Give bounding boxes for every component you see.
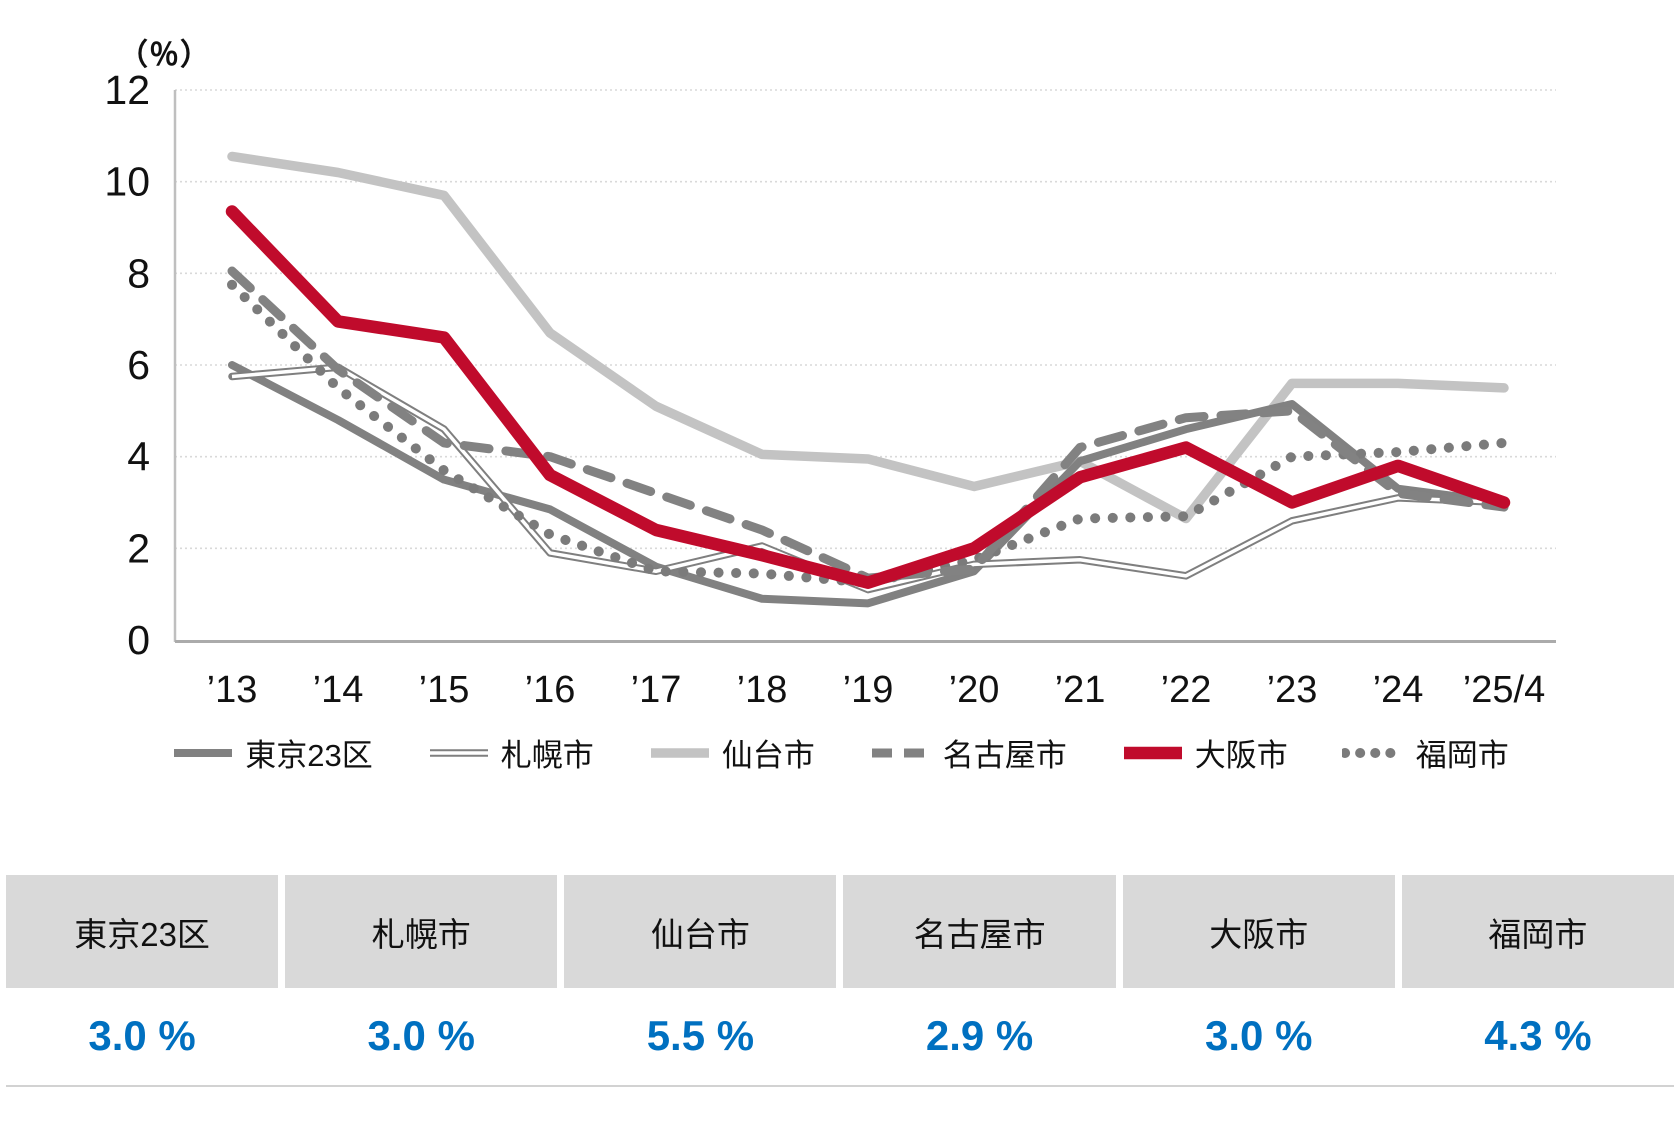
table-value-cell: 5.5 %	[564, 988, 837, 1083]
series-line-1	[228, 361, 1508, 608]
table-header-cell: 札幌市	[285, 875, 558, 988]
city-vacancy-table: 東京23区 札幌市 仙台市 名古屋市 大阪市 福岡市 3.0 % 3.0 % 5.5 % 2.9 …	[6, 875, 1674, 1083]
legend-item-6: 福岡市	[1341, 730, 1509, 775]
x-tick-label: ’17	[631, 669, 682, 711]
table-value-cell: 2.9 %	[843, 988, 1116, 1083]
x-tick-label: ’22	[1161, 669, 1212, 711]
series-line-3	[227, 151, 1509, 524]
legend-swatch-solid	[1123, 746, 1182, 759]
table-value-cell: 3.0 %	[1122, 988, 1395, 1083]
table-header-cell: 福岡市	[1401, 875, 1674, 988]
y-tick-label: 10	[104, 159, 150, 205]
table-value-cell: 4.3 %	[1401, 988, 1674, 1083]
legend-label: 東京23区	[245, 738, 373, 773]
legend-swatch-dotted	[1341, 747, 1406, 758]
x-tick-label: ’13	[207, 669, 258, 711]
y-tick-label: 0	[127, 617, 150, 663]
y-tick-label: 2	[127, 525, 150, 571]
legend-label: 仙台市	[721, 738, 815, 773]
legend-label: 福岡市	[1415, 738, 1509, 773]
legend-item-2: 札幌市	[427, 730, 594, 775]
vacancy-line-chart: 12 10 8 6 4 2 0 ’13 ’14 ’15 ’16 ’17 ’18 ’19 ’20 ’21 ’22 ’…	[104, 67, 1556, 711]
legend-swatch-double	[429, 748, 488, 757]
legend-item-3: 仙台市	[648, 730, 815, 775]
series-line-6	[227, 279, 1509, 588]
series-line-4	[227, 266, 1509, 583]
x-tick-label: ’18	[737, 669, 788, 711]
x-tick-label: ’25/4	[1463, 669, 1545, 711]
legend-label: 大阪市	[1194, 738, 1288, 773]
legend-label: 名古屋市	[942, 738, 1067, 773]
x-tick-label: ’16	[525, 669, 576, 711]
table-header-cell: 仙台市	[564, 875, 837, 988]
legend-swatch-dashed	[871, 748, 930, 757]
series-line-2-core	[231, 365, 1505, 592]
legend-item-4: 名古屋市	[869, 730, 1067, 775]
legend-item-1: 東京23区	[171, 730, 373, 775]
y-tick-label: 12	[104, 67, 150, 113]
x-tick-label: ’23	[1267, 669, 1318, 711]
x-tick-label: ’14	[313, 669, 364, 711]
table-bottom-rule	[6, 1085, 1674, 1087]
y-tick-label: 8	[127, 250, 150, 296]
x-tick-label: ’20	[949, 669, 1000, 711]
table-value-cell: 3.0 %	[285, 988, 558, 1083]
x-tick-label: ’21	[1055, 669, 1106, 711]
x-tick-label: ’24	[1373, 669, 1424, 711]
x-tick-label: ’15	[419, 669, 470, 711]
legend-swatch-solid	[174, 748, 233, 757]
series-line-2	[228, 363, 1508, 594]
x-tick-label: ’19	[843, 669, 894, 711]
table-header-cell: 大阪市	[1122, 875, 1395, 988]
y-tick-label: 4	[127, 434, 150, 480]
legend-label: 札幌市	[500, 738, 594, 773]
chart-legend: 東京23区 札幌市 仙台市 名古屋市 大阪市 福岡市	[0, 730, 1680, 775]
series-line-5	[225, 205, 1511, 589]
legend-swatch-solid	[650, 747, 709, 758]
legend-item-5: 大阪市	[1121, 730, 1288, 775]
y-axis-unit-label: （％）	[118, 39, 211, 72]
y-tick-label: 6	[127, 342, 150, 388]
table-value-cell: 3.0 %	[6, 988, 279, 1083]
table-header-cell: 名古屋市	[843, 875, 1116, 988]
table-header-cell: 東京23区	[6, 875, 279, 988]
